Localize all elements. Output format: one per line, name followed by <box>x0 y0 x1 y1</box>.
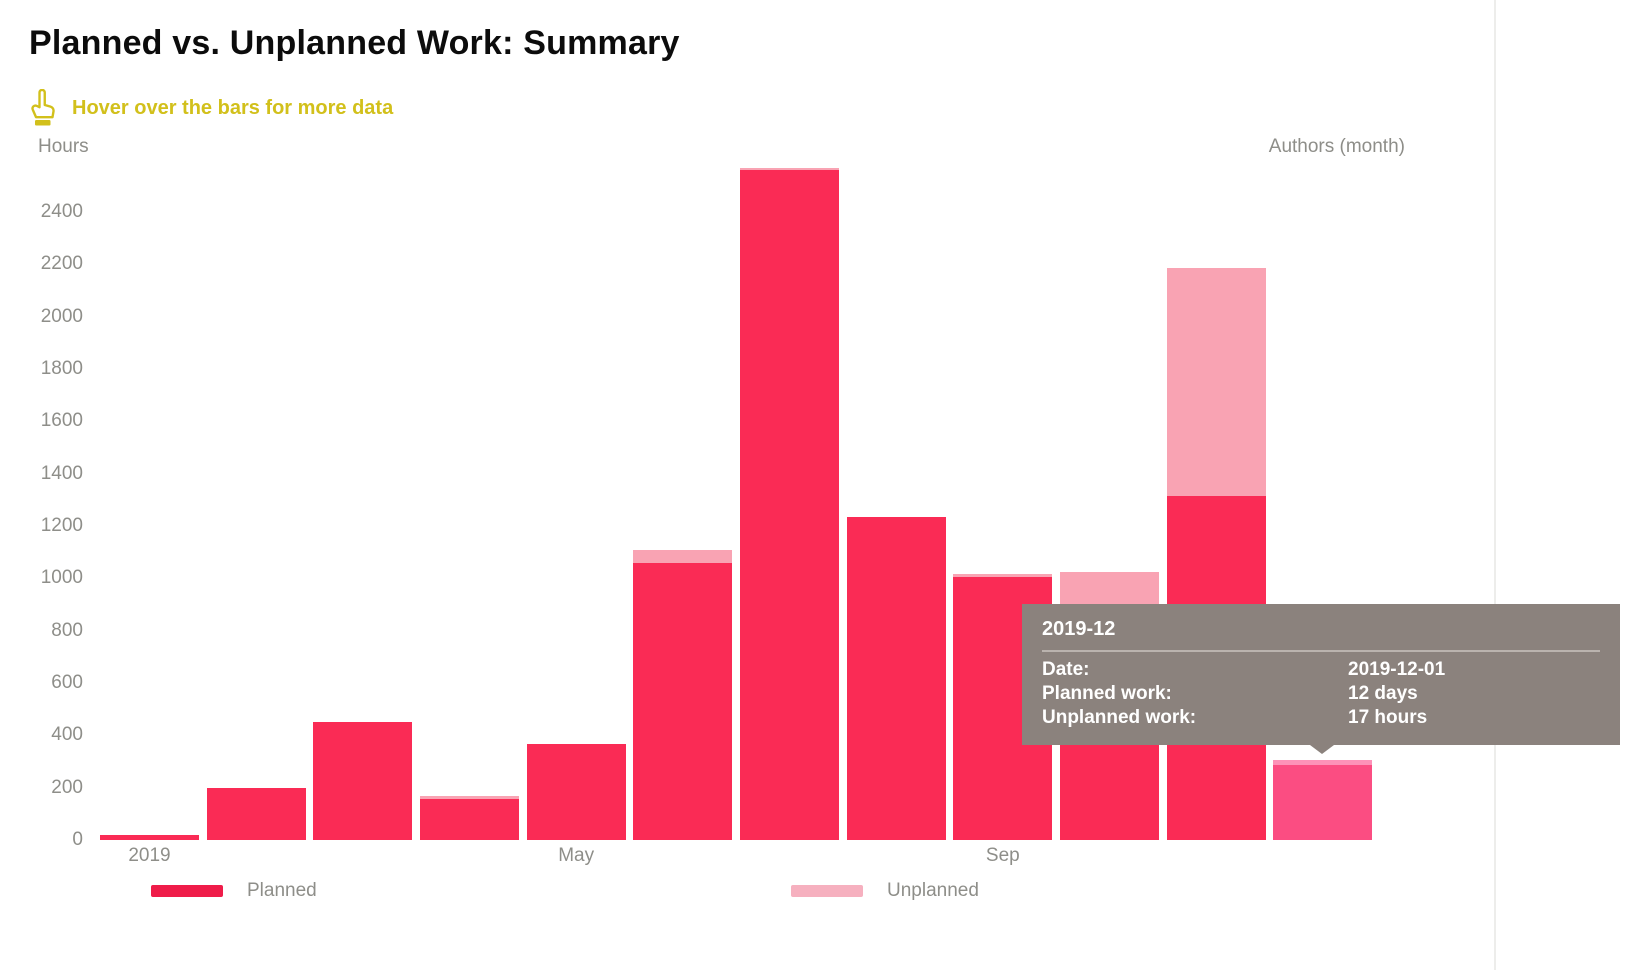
tooltip-row-label: Date: <box>1042 659 1090 680</box>
bar-2019-04-unplanned-segment[interactable] <box>420 795 519 800</box>
legend-label: Planned <box>247 880 317 901</box>
bar-2019-07-planned-segment[interactable] <box>740 170 839 840</box>
y-axis-title: Hours <box>38 136 89 157</box>
tooltip-rows: Date: 2019-12-01 Planned work: 12 days Unpla… <box>1042 658 1600 730</box>
y-tick-label-1200: 1200 <box>40 515 83 536</box>
bar-2019-12-planned-segment[interactable] <box>1273 764 1373 840</box>
bar-2019-05-planned-segment[interactable] <box>526 744 626 840</box>
bar-2019-02[interactable] <box>206 787 306 840</box>
bar-2019-01-planned-segment[interactable] <box>100 834 199 840</box>
bar-2019-03[interactable] <box>313 722 413 840</box>
y-tick-label-1800: 1800 <box>40 358 83 379</box>
tooltip-separator <box>1042 650 1600 652</box>
bar-2019-08[interactable] <box>846 516 946 840</box>
panel-divider-line <box>1494 0 1496 970</box>
y-tick-label-1600: 1600 <box>40 410 83 432</box>
bar-2019-07-unplanned-segment[interactable] <box>740 167 839 171</box>
bar-2019-05[interactable] <box>526 744 626 840</box>
y-tick-label-600: 600 <box>51 672 83 693</box>
bar-2019-11[interactable] <box>1166 268 1266 840</box>
legend-label: Unplanned <box>887 880 979 901</box>
bar-2019-01[interactable] <box>100 834 199 840</box>
bar-2019-06-planned-segment[interactable] <box>633 562 733 840</box>
tooltip: 2019-12 Date: 2019-12-01 Planned work: 12 d… <box>1022 604 1620 745</box>
x-tick-label-2019: 2019 <box>128 845 171 866</box>
y-tick-label-400: 400 <box>51 724 83 746</box>
y-tick-label-0: 0 <box>72 829 83 850</box>
pointing-hand-icon <box>31 89 55 126</box>
hover-hint: Hover over the bars for more data <box>28 88 528 128</box>
tooltip-row-value: 17 hours <box>1348 707 1428 728</box>
tooltip-row-label: Planned work: <box>1042 683 1172 704</box>
y-tick-label-800: 800 <box>51 619 83 641</box>
bar-2019-12[interactable] <box>1273 760 1373 840</box>
bar-2019-06[interactable] <box>633 549 733 840</box>
page-title: Planned vs. Unplanned Work: Summary <box>29 24 680 62</box>
bar-2019-08-planned-segment[interactable] <box>846 516 946 840</box>
bar-2019-11-unplanned-segment[interactable] <box>1166 268 1266 496</box>
bar-2019-06-unplanned-segment[interactable] <box>633 549 733 563</box>
bar-2019-03-planned-segment[interactable] <box>313 722 413 840</box>
hint-text: Hover over the bars for more data <box>72 97 394 119</box>
tooltip-row-1: Planned work: 12 days <box>1042 682 1600 706</box>
tooltip-row-0: Date: 2019-12-01 <box>1042 658 1600 682</box>
x-tick-label-Sep: Sep <box>985 845 1020 866</box>
x-tick-label-May: May <box>558 845 595 866</box>
legend-swatch-unplanned[interactable] <box>791 885 863 897</box>
legend-swatch-planned[interactable] <box>151 885 223 897</box>
bar-2019-04-planned-segment[interactable] <box>420 799 519 840</box>
y-tick-label-2400: 2400 <box>40 201 83 222</box>
tooltip-arrow <box>1310 745 1334 754</box>
y-tick-label-200: 200 <box>51 776 83 798</box>
y-tick-label-1000: 1000 <box>40 567 83 589</box>
tooltip-title: 2019-12 <box>1042 618 1116 640</box>
bar-2019-09-unplanned-segment[interactable] <box>953 574 1053 578</box>
tooltip-row-2: Unplanned work: 17 hours <box>1042 706 1600 730</box>
bar-2019-12-unplanned-segment[interactable] <box>1273 760 1373 765</box>
y-tick-label-2000: 2000 <box>40 305 83 327</box>
tooltip-row-label: Unplanned work: <box>1042 707 1197 728</box>
tooltip-row-value: 12 days <box>1348 683 1418 704</box>
y-tick-label-1400: 1400 <box>40 462 83 484</box>
x-axis-title: Authors (month) <box>1268 136 1405 157</box>
bar-2019-07[interactable] <box>740 167 839 840</box>
bar-2019-04[interactable] <box>420 795 519 840</box>
y-tick-label-2200: 2200 <box>40 253 83 275</box>
bar-2019-02-planned-segment[interactable] <box>206 787 306 840</box>
tooltip-row-value: 2019-12-01 <box>1348 659 1446 680</box>
